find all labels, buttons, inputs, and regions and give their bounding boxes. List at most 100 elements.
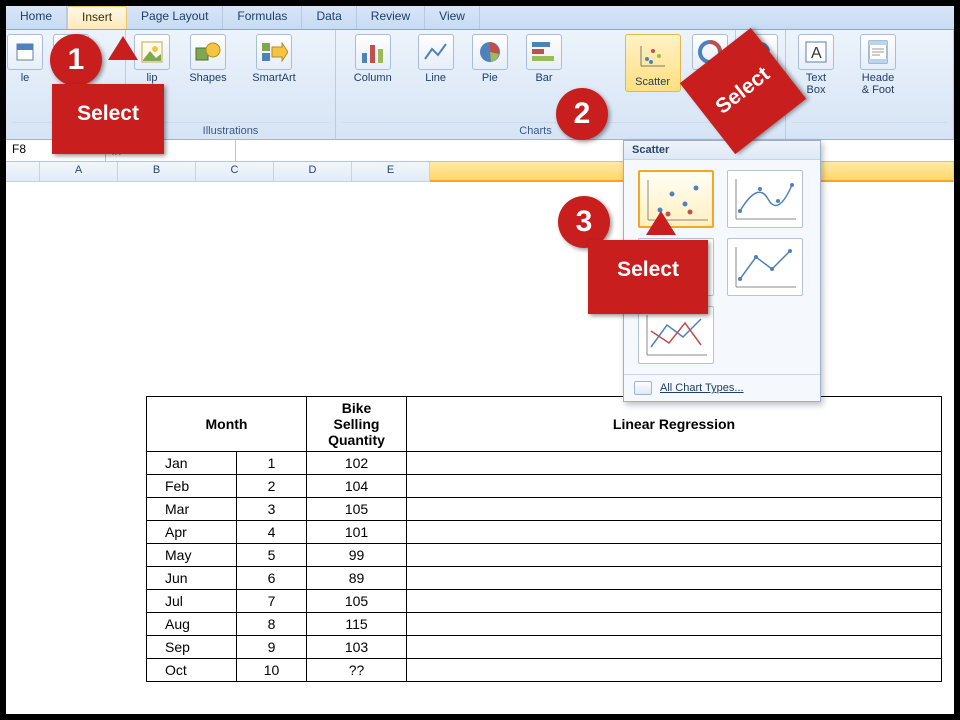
headerfooter-button[interactable]: Heade & Foot — [850, 34, 906, 96]
ribbon-tabs: Home Insert Page Layout Formulas Data Re… — [6, 6, 954, 30]
cell-index[interactable]: 7 — [237, 590, 307, 613]
anno-step1: 1 — [50, 34, 102, 86]
tab-formulas[interactable]: Formulas — [223, 6, 302, 29]
formula-input[interactable] — [236, 140, 954, 161]
cell-month[interactable]: Jul — [147, 590, 237, 613]
cell-qty[interactable]: 104 — [307, 475, 407, 498]
bar-button[interactable]: Bar — [522, 34, 566, 84]
cell-regression[interactable] — [407, 659, 942, 682]
cell-regression[interactable] — [407, 475, 942, 498]
cell-regression[interactable] — [407, 544, 942, 567]
anno-step3-arrow — [646, 211, 676, 235]
cell-qty[interactable]: 99 — [307, 544, 407, 567]
table-row[interactable]: Aug8115 — [147, 613, 942, 636]
cell-index[interactable]: 1 — [237, 452, 307, 475]
clipart-icon — [134, 34, 170, 70]
cell-month[interactable]: Apr — [147, 521, 237, 544]
header-qty: Bike Selling Quantity — [307, 397, 407, 452]
headerfooter-icon — [860, 34, 896, 70]
cell-qty[interactable]: 115 — [307, 613, 407, 636]
cell-month[interactable]: Mar — [147, 498, 237, 521]
cell-qty[interactable]: 89 — [307, 567, 407, 590]
line-label: Line — [425, 72, 446, 84]
bar-label: Bar — [535, 72, 552, 84]
cell-regression[interactable] — [407, 567, 942, 590]
cell-index[interactable]: 5 — [237, 544, 307, 567]
cell-month[interactable]: May — [147, 544, 237, 567]
tab-insert[interactable]: Insert — [67, 6, 127, 29]
cell-index[interactable]: 2 — [237, 475, 307, 498]
svg-text:A: A — [811, 45, 822, 62]
table-row[interactable]: Mar3105 — [147, 498, 942, 521]
pie-label: Pie — [482, 72, 498, 84]
cell-index[interactable]: 4 — [237, 521, 307, 544]
col-d[interactable]: D — [274, 162, 352, 182]
all-chart-types[interactable]: All Chart Types... — [624, 374, 820, 401]
bar-icon — [526, 34, 562, 70]
cell-index[interactable]: 8 — [237, 613, 307, 636]
cell-qty[interactable]: ?? — [307, 659, 407, 682]
col-c[interactable]: C — [196, 162, 274, 182]
col-a[interactable]: A — [40, 162, 118, 182]
anno-step3-select: Select — [588, 240, 708, 314]
shapes-button[interactable]: Shapes — [182, 34, 234, 84]
tab-view[interactable]: View — [425, 6, 480, 29]
cell-month[interactable]: Jan — [147, 452, 237, 475]
cell-qty[interactable]: 105 — [307, 498, 407, 521]
table-row[interactable]: Jun689 — [147, 567, 942, 590]
cell-regression[interactable] — [407, 521, 942, 544]
arrow-up-icon-3 — [646, 211, 676, 235]
cell-month[interactable]: Feb — [147, 475, 237, 498]
select-all-corner[interactable] — [6, 162, 40, 182]
cell-qty[interactable]: 105 — [307, 590, 407, 613]
col-e[interactable]: E — [352, 162, 430, 182]
cell-index[interactable]: 3 — [237, 498, 307, 521]
cell-month[interactable]: Aug — [147, 613, 237, 636]
dropdown-title: Scatter — [624, 141, 820, 160]
cell-index[interactable]: 6 — [237, 567, 307, 590]
textbox-label: Text Box — [806, 72, 826, 96]
cell-regression[interactable] — [407, 590, 942, 613]
group-charts: Column Line Pie Bar Scatter — [336, 30, 736, 139]
pie-button[interactable]: Pie — [468, 34, 512, 84]
col-b[interactable]: B — [118, 162, 196, 182]
tab-home[interactable]: Home — [6, 6, 67, 29]
smartart-button[interactable]: SmartArt — [244, 34, 304, 84]
table-row[interactable]: Oct10?? — [147, 659, 942, 682]
textbox-button[interactable]: A Text Box — [792, 34, 840, 96]
tab-review[interactable]: Review — [357, 6, 425, 29]
cell-regression[interactable] — [407, 452, 942, 475]
cell-index[interactable]: 9 — [237, 636, 307, 659]
cell-qty[interactable]: 101 — [307, 521, 407, 544]
anno-step1-arrow — [108, 36, 138, 60]
pie-icon — [472, 34, 508, 70]
tab-data[interactable]: Data — [302, 6, 356, 29]
scatter-straight-markers[interactable] — [727, 238, 803, 296]
cell-month[interactable]: Jun — [147, 567, 237, 590]
table-row[interactable]: May599 — [147, 544, 942, 567]
cell-regression[interactable] — [407, 636, 942, 659]
column-button[interactable]: Column — [342, 34, 404, 84]
textbox-icon: A — [798, 34, 834, 70]
cell-qty[interactable]: 103 — [307, 636, 407, 659]
scatter-straight[interactable] — [638, 306, 714, 364]
cell-regression[interactable] — [407, 498, 942, 521]
line-button[interactable]: Line — [414, 34, 458, 84]
pivot-cut-button[interactable]: le — [12, 34, 38, 84]
table-row[interactable]: Jul7105 — [147, 590, 942, 613]
cell-month[interactable]: Oct — [147, 659, 237, 682]
group-text: A Text Box Heade & Foot — [786, 30, 954, 139]
cell-qty[interactable]: 102 — [307, 452, 407, 475]
table-row[interactable]: Apr4101 — [147, 521, 942, 544]
cell-month[interactable]: Sep — [147, 636, 237, 659]
shapes-label: Shapes — [189, 72, 226, 84]
tab-page-layout[interactable]: Page Layout — [127, 6, 223, 29]
table-row[interactable]: Jan1102 — [147, 452, 942, 475]
cell-index[interactable]: 10 — [237, 659, 307, 682]
table-row[interactable]: Sep9103 — [147, 636, 942, 659]
scatter-smooth-markers[interactable] — [727, 170, 803, 228]
table-row[interactable]: Feb2104 — [147, 475, 942, 498]
scatter-button[interactable]: Scatter — [625, 34, 681, 92]
data-table: Month Bike Selling Quantity Linear Regre… — [146, 396, 942, 682]
cell-regression[interactable] — [407, 613, 942, 636]
